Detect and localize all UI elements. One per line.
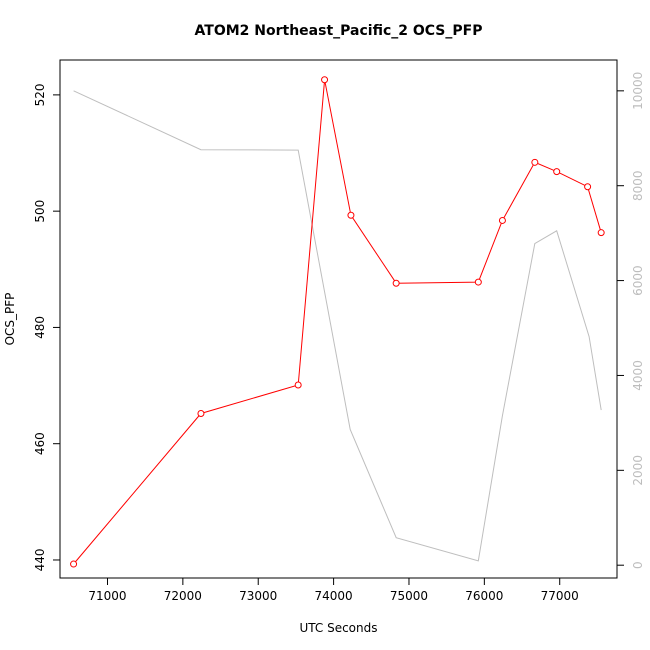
plot-area-border: [59, 59, 618, 579]
series-layer: [70, 76, 605, 568]
x-tick-label: 73000: [239, 589, 277, 603]
y-tick-label: 520: [33, 83, 47, 106]
data-point: [498, 216, 506, 224]
data-point: [294, 381, 302, 389]
data-point: [321, 76, 329, 84]
data-point: [70, 560, 78, 568]
x-tick-label: 77000: [541, 589, 579, 603]
x-axis-label: UTC Seconds: [299, 621, 377, 635]
y-tick-label: 500: [33, 200, 47, 223]
x-tick-label: 75000: [390, 589, 428, 603]
x-tick-label: 74000: [315, 589, 353, 603]
left-axis-series-line: [73, 79, 602, 565]
data-point: [392, 279, 400, 287]
y-axis-left: 440 460 480 500 520: [33, 83, 60, 571]
y2-tick-label: 2000: [631, 455, 645, 486]
y-tick-label: 480: [33, 316, 47, 339]
y-axis-right: 0 2000 4000 6000 8000 10000: [617, 72, 645, 569]
x-axis: 71000 72000 73000 74000 75000 76000 77000: [88, 578, 579, 603]
data-point: [597, 229, 605, 237]
data-point: [347, 211, 355, 219]
y2-tick-label: 8000: [631, 170, 645, 201]
x-tick-label: 76000: [465, 589, 503, 603]
x-tick-label: 72000: [164, 589, 202, 603]
y2-tick-label: 4000: [631, 360, 645, 391]
x-tick-label: 71000: [88, 589, 126, 603]
y2-tick-label: 10000: [631, 72, 645, 110]
y2-tick-label: 6000: [631, 265, 645, 296]
y2-tick-label: 0: [631, 561, 645, 569]
y-tick-label: 440: [33, 549, 47, 572]
data-point: [553, 168, 561, 176]
chart-title: ATOM2 Northeast_Pacific_2 OCS_PFP: [195, 23, 483, 39]
y-axis-label: OCS_PFP: [3, 293, 17, 346]
right-axis-series-line: [73, 90, 602, 562]
data-point: [474, 278, 482, 286]
data-point: [531, 158, 539, 166]
y-tick-label: 460: [33, 432, 47, 455]
data-point: [584, 183, 592, 191]
data-point: [197, 409, 205, 417]
